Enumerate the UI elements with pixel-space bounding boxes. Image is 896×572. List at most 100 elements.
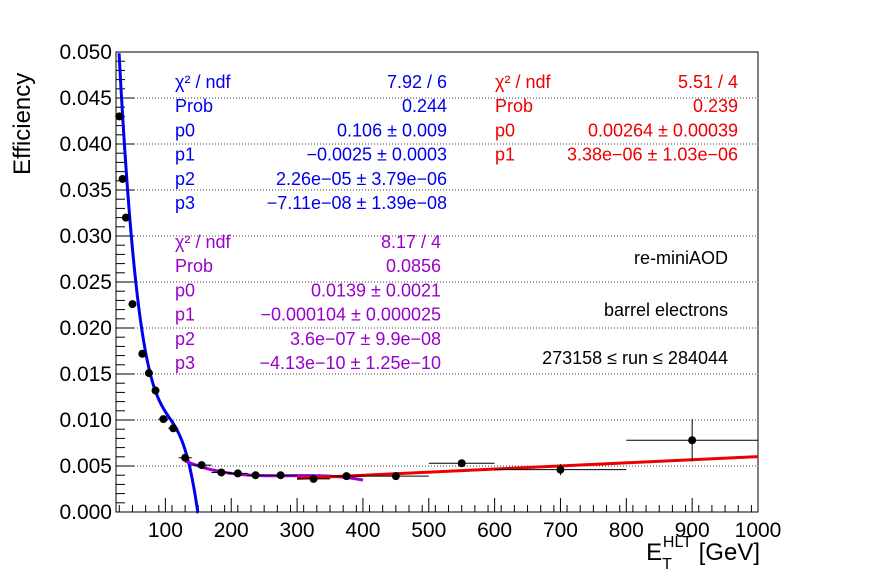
stat-value: −7.11e−08 ± 1.39e−08 — [267, 193, 447, 213]
stat-label: Prob — [175, 256, 213, 276]
stat-label: p1 — [175, 145, 195, 165]
data-point — [330, 472, 363, 481]
marker — [128, 300, 137, 309]
data-point — [626, 419, 758, 462]
marker — [556, 465, 565, 474]
marker — [181, 453, 190, 462]
marker — [342, 472, 351, 481]
data-point — [144, 369, 153, 378]
x-tick-label: 100 — [148, 519, 183, 542]
stat-value: 0.239 — [693, 96, 738, 116]
marker — [233, 469, 242, 478]
stat-value: 3.38e−06 ± 1.03e−06 — [567, 145, 738, 165]
x-tick-label: 800 — [609, 519, 644, 542]
marker — [688, 436, 697, 445]
stat-label: p3 — [175, 353, 195, 373]
x-tick-label: 400 — [345, 519, 380, 542]
stat-box-2: χ² / ndf 8.17 / 4 Prob 0.0856 p0 0.0139 ± 0.0… — [175, 232, 441, 373]
marker — [217, 468, 226, 477]
y-axis-title: Efficiency — [9, 73, 36, 175]
gridlines — [116, 97, 758, 467]
y-tick-label: 0.010 — [59, 409, 112, 432]
data-point — [121, 213, 130, 222]
data-point — [158, 415, 169, 424]
stat-label: p2 — [175, 169, 195, 189]
x-tick-label: 900 — [675, 519, 710, 542]
data-point — [247, 471, 264, 480]
marker — [159, 415, 168, 424]
stat-value: 0.244 — [402, 96, 447, 116]
data-point — [297, 474, 330, 483]
fit-curve-1 — [117, 53, 200, 514]
marker — [144, 369, 153, 378]
marker — [457, 459, 466, 468]
y-tick-label: 0.030 — [59, 225, 112, 248]
x-axis-title-sup: HLT — [663, 534, 692, 551]
stat-value: 7.92 / 6 — [387, 72, 447, 92]
x-tick-label: 500 — [411, 519, 446, 542]
stat-label: Prob — [175, 96, 213, 116]
x-axis-title-unit: [GeV] — [692, 539, 760, 566]
marker — [151, 386, 160, 395]
stat-value: 8.17 / 4 — [381, 232, 441, 252]
data-point — [178, 453, 192, 462]
marker — [197, 461, 206, 470]
data-point — [115, 112, 124, 121]
data-point — [151, 386, 160, 395]
marker — [391, 472, 400, 481]
data-point — [118, 174, 127, 183]
stat-value: 3.6e−07 ± 9.9e−08 — [290, 329, 441, 349]
data-point — [494, 464, 627, 476]
x-tick-label: 1000 — [735, 519, 782, 542]
stat-value: 2.26e−05 ± 3.79e−06 — [276, 169, 447, 189]
stat-value: 0.106 ± 0.009 — [337, 120, 447, 140]
marker — [138, 349, 147, 358]
stat-label: Prob — [495, 96, 533, 116]
stat-value: −0.0025 ± 0.0003 — [306, 145, 447, 165]
x-tick-label: 700 — [543, 519, 578, 542]
x-axis-title-main: E — [646, 539, 662, 566]
x-axis-title-sub: T — [662, 556, 672, 572]
stat-label: χ² / ndf — [495, 72, 551, 92]
x-tick-labels: 100 200 300 400 500 600 700 800 900 1000 — [148, 519, 781, 542]
y-tick-label: 0.025 — [59, 271, 112, 294]
marker — [309, 474, 318, 483]
data-points — [115, 112, 758, 483]
marker — [115, 112, 124, 121]
y-tick-label: 0.015 — [59, 363, 112, 386]
stat-label: p0 — [175, 120, 195, 140]
x-tick-label: 200 — [214, 519, 249, 542]
fit-curve-3 — [297, 455, 759, 480]
stat-value: 5.51 / 4 — [678, 72, 738, 92]
stat-value: −4.13e−10 ± 1.25e−10 — [259, 353, 441, 373]
fit-stat-boxes: χ² / ndf 7.92 / 6 Prob 0.244 p0 0.106 ± 0.009… — [175, 72, 738, 373]
y-tick-label: 0.050 — [59, 41, 112, 64]
data-point — [211, 468, 232, 477]
stat-value: 0.0139 ± 0.0021 — [311, 280, 441, 300]
stat-label: p2 — [175, 329, 195, 349]
marker — [169, 424, 178, 433]
data-point — [128, 300, 137, 309]
data-point — [428, 459, 495, 468]
data-point — [227, 469, 248, 478]
y-tick-label: 0.035 — [59, 179, 112, 202]
stat-label: p1 — [495, 145, 515, 165]
stat-box-1: χ² / ndf 7.92 / 6 Prob 0.244 p0 0.106 ± 0.009… — [175, 72, 447, 213]
annotation-run-range: 273158 ≤ run ≤ 284044 — [542, 348, 728, 368]
data-point — [362, 472, 429, 481]
annotation-reco: re-miniAOD — [634, 248, 728, 268]
stat-value: 0.0856 — [386, 256, 441, 276]
data-point — [168, 424, 179, 433]
stat-label: p0 — [175, 280, 195, 300]
y-tick-label: 0.000 — [59, 501, 112, 524]
annotation-region: barrel electrons — [604, 300, 728, 320]
data-point — [138, 349, 147, 358]
y-tick-label: 0.040 — [59, 133, 112, 156]
data-point — [191, 461, 212, 470]
y-tick-label: 0.045 — [59, 87, 112, 110]
marker — [251, 471, 260, 480]
stat-label: p1 — [175, 305, 195, 325]
x-tick-label: 300 — [280, 519, 315, 542]
